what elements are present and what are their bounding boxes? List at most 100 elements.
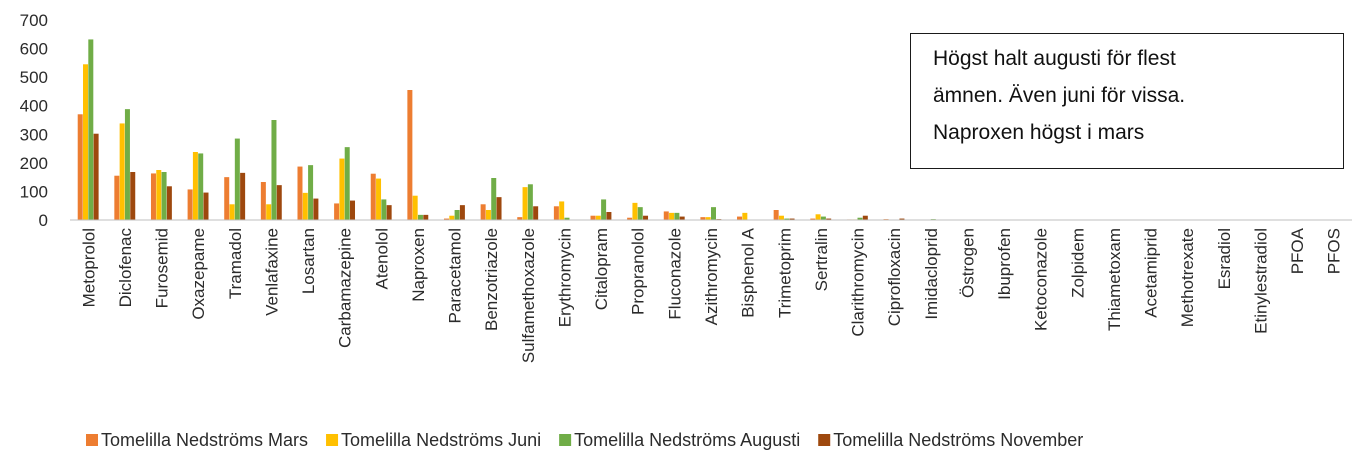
x-tick-label: Erythromycin <box>555 228 574 327</box>
bar <box>643 215 649 220</box>
x-tick-label: Benzotriazole <box>482 228 501 331</box>
bar <box>517 217 523 220</box>
x-tick-label: Esradiol <box>1215 228 1234 289</box>
x-tick-label: Sertralin <box>812 228 831 291</box>
x-axis-labels: Metoprolol Diclofenac Furosemid Oxazepame Tr… <box>79 227 1343 363</box>
bar <box>302 192 308 220</box>
bar <box>334 203 340 220</box>
bar <box>192 152 198 220</box>
x-tick-label: Ibuprofen <box>995 228 1014 300</box>
x-tick-label: Acetamiprid <box>1142 228 1161 318</box>
bar <box>862 215 868 220</box>
y-tick-label: 0 <box>39 211 48 230</box>
bar <box>150 173 156 220</box>
bar <box>234 138 240 220</box>
bar <box>480 204 486 220</box>
x-tick-label: Sulfamethoxazole <box>519 228 538 363</box>
y-tick-label: 500 <box>20 68 48 87</box>
bar <box>444 218 449 220</box>
x-tick-label: Methotrexate <box>1178 228 1197 327</box>
bar <box>820 216 826 220</box>
bar <box>266 204 272 220</box>
y-tick-label: 300 <box>20 125 48 144</box>
bar <box>679 216 685 220</box>
y-tick-label: 600 <box>20 40 48 59</box>
bar <box>313 198 319 220</box>
annotation-box: Högst halt augusti för flest ämnen. Även… <box>910 33 1344 169</box>
bar <box>778 215 784 220</box>
legend: Tomelilla Nedströms Mars Tomelilla Nedstr… <box>86 430 1083 450</box>
bar <box>559 201 565 220</box>
bar <box>240 172 246 220</box>
bar <box>423 214 429 220</box>
bar <box>407 90 413 220</box>
bar <box>449 215 455 220</box>
bar <box>119 123 125 220</box>
bar <box>376 178 382 220</box>
bar <box>386 205 392 220</box>
bar <box>700 217 706 220</box>
x-tick-label: Atenolol <box>372 228 391 289</box>
bar <box>156 170 162 220</box>
bar <box>77 114 83 220</box>
bar <box>93 133 99 220</box>
y-tick-label: 400 <box>20 97 48 116</box>
bar <box>737 216 743 220</box>
x-tick-label: Fluconazole <box>665 228 684 320</box>
bar <box>417 214 423 220</box>
x-tick-label: Venlafaxine <box>262 228 281 316</box>
bar <box>606 212 612 220</box>
x-tick-label: Bisphenol A <box>739 227 758 317</box>
bar <box>198 153 204 220</box>
bar <box>187 189 193 220</box>
bar <box>114 175 120 220</box>
bars <box>77 39 936 221</box>
bar <box>705 217 711 220</box>
bar <box>276 185 282 220</box>
bar <box>711 207 716 220</box>
bar <box>553 206 559 220</box>
bar <box>485 210 491 220</box>
x-tick-label: Citalopram <box>592 228 611 310</box>
x-tick-label: PFOS <box>1325 228 1344 274</box>
x-tick-label: Östrogen <box>958 228 977 298</box>
x-tick-label: Propranolol <box>629 228 648 315</box>
annotation-line: ämnen. Även juni för vissa. <box>933 84 1186 107</box>
x-tick-label: Clarithromycin <box>849 228 868 337</box>
bar <box>124 109 130 220</box>
x-tick-label: Ciprofloxacin <box>885 228 904 326</box>
x-tick-label: Ketoconazole <box>1032 228 1051 331</box>
bar <box>810 218 816 220</box>
bar <box>637 207 643 220</box>
x-tick-label: Furosemid <box>153 228 172 308</box>
bar <box>632 202 638 220</box>
x-tick-label: Diclofenac <box>116 228 135 308</box>
y-tick-label: 200 <box>20 154 48 173</box>
legend-swatch <box>86 434 98 446</box>
bar <box>370 173 376 220</box>
legend-swatch <box>818 434 831 446</box>
bar <box>742 212 748 220</box>
bar <box>260 182 266 220</box>
bar <box>88 39 94 221</box>
x-tick-label: Thiametoxam <box>1105 228 1124 331</box>
x-tick-label: Losartan <box>299 228 318 294</box>
x-tick-label: Trimetoprim <box>775 228 794 318</box>
bar <box>527 184 533 220</box>
y-axis: 0 100 200 300 400 500 600 700 <box>20 11 48 230</box>
bar <box>229 204 235 220</box>
bar <box>224 177 230 220</box>
bar <box>203 192 209 220</box>
x-tick-label: Carbamazepine <box>336 228 355 348</box>
annotation-line: Naproxen högst i mars <box>933 121 1145 144</box>
bar <box>899 218 905 220</box>
bar <box>669 212 675 220</box>
bar <box>308 165 314 220</box>
bar <box>789 218 795 220</box>
bar <box>826 218 832 220</box>
bar <box>297 166 303 220</box>
bar <box>412 195 418 220</box>
x-tick-label: Tramadol <box>226 228 245 299</box>
bar <box>773 210 779 220</box>
